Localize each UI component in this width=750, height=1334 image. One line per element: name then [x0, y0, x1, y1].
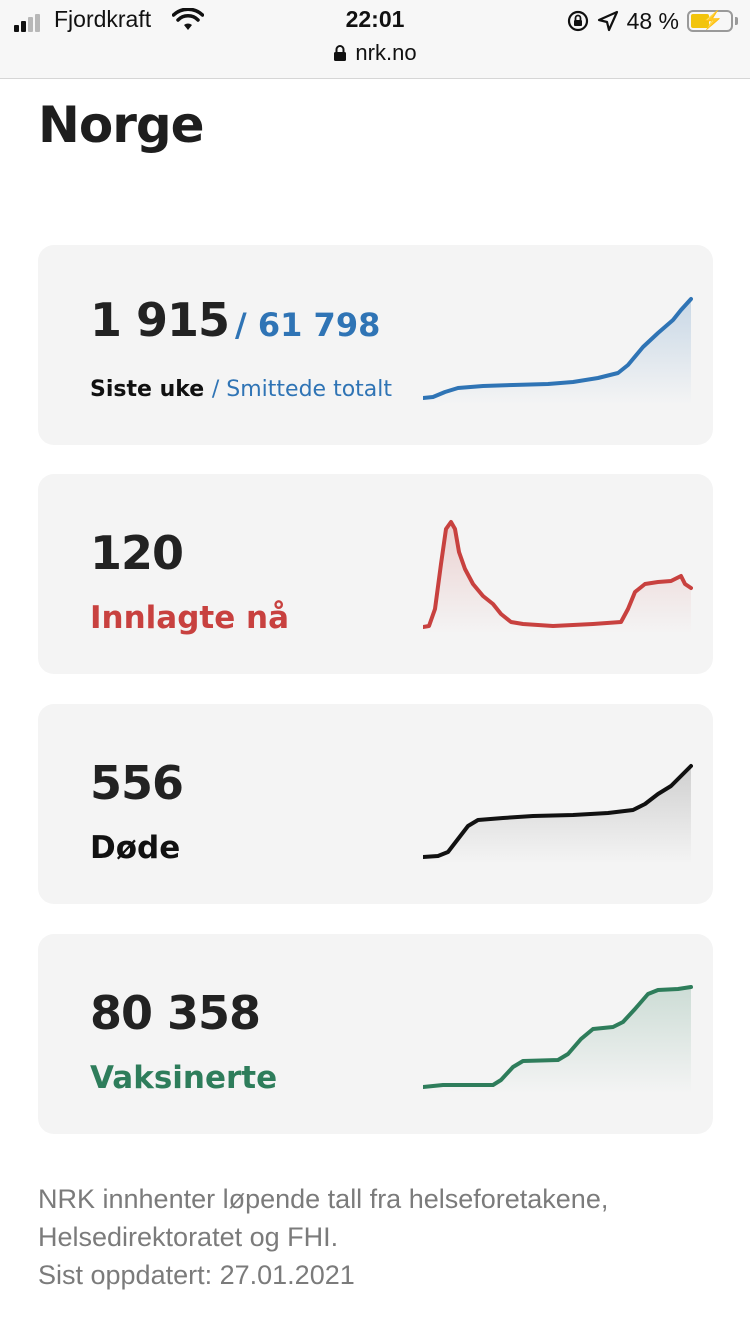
location-arrow-icon: [597, 10, 618, 32]
wifi-icon: [172, 8, 204, 30]
infected-total-label: / Smittede totalt: [211, 377, 392, 402]
card-vaccinated[interactable]: 80 358 Vaksinerte: [38, 934, 713, 1134]
lock-icon: [334, 45, 347, 61]
source-line-1: NRK innhenter løpende tall fra helsefore…: [38, 1184, 609, 1214]
infected-sparkline: [423, 297, 693, 405]
deaths-label: Døde: [90, 830, 181, 866]
vaccinated-sparkline: [423, 985, 693, 1094]
battery-charging-icon: ⚡: [687, 10, 733, 32]
hospitalized-sparkline: [423, 520, 693, 634]
orientation-lock-icon: [567, 10, 588, 32]
last-updated: Sist oppdatert: 27.01.2021: [38, 1260, 355, 1290]
hospitalized-label: Innlagte nå: [90, 600, 290, 636]
status-bar: Fjordkraft 22:01 48 % ⚡: [0, 0, 750, 79]
card-hospitalized[interactable]: 120 Innlagte nå: [38, 474, 713, 674]
battery-percent: 48 %: [626, 7, 679, 34]
source-line-2: Helsedirektoratet og FHI.: [38, 1222, 339, 1252]
carrier-name: Fjordkraft: [54, 6, 152, 32]
url-text: nrk.no: [355, 40, 417, 65]
deaths-value: 556: [90, 756, 184, 810]
card-deaths[interactable]: 556 Døde: [38, 704, 713, 904]
hospitalized-value: 120: [90, 526, 184, 580]
infected-week-value: 1 915: [90, 293, 230, 347]
vaccinated-value: 80 358: [90, 986, 261, 1040]
infected-week-label: Siste uke: [90, 377, 205, 402]
deaths-sparkline: [423, 764, 693, 864]
source-note: NRK innhenter løpende tall fra helsefore…: [38, 1180, 718, 1294]
address-bar[interactable]: nrk.no: [0, 40, 750, 66]
infected-total-value: / 61 798: [235, 306, 381, 344]
vaccinated-label: Vaksinerte: [90, 1060, 278, 1096]
card-infected[interactable]: 1 915/ 61 798 Siste uke / Smittede total…: [38, 245, 713, 445]
cellular-signal-icon: [14, 14, 48, 32]
page-title: Norge: [38, 96, 205, 154]
clock: 22:01: [345, 6, 405, 32]
